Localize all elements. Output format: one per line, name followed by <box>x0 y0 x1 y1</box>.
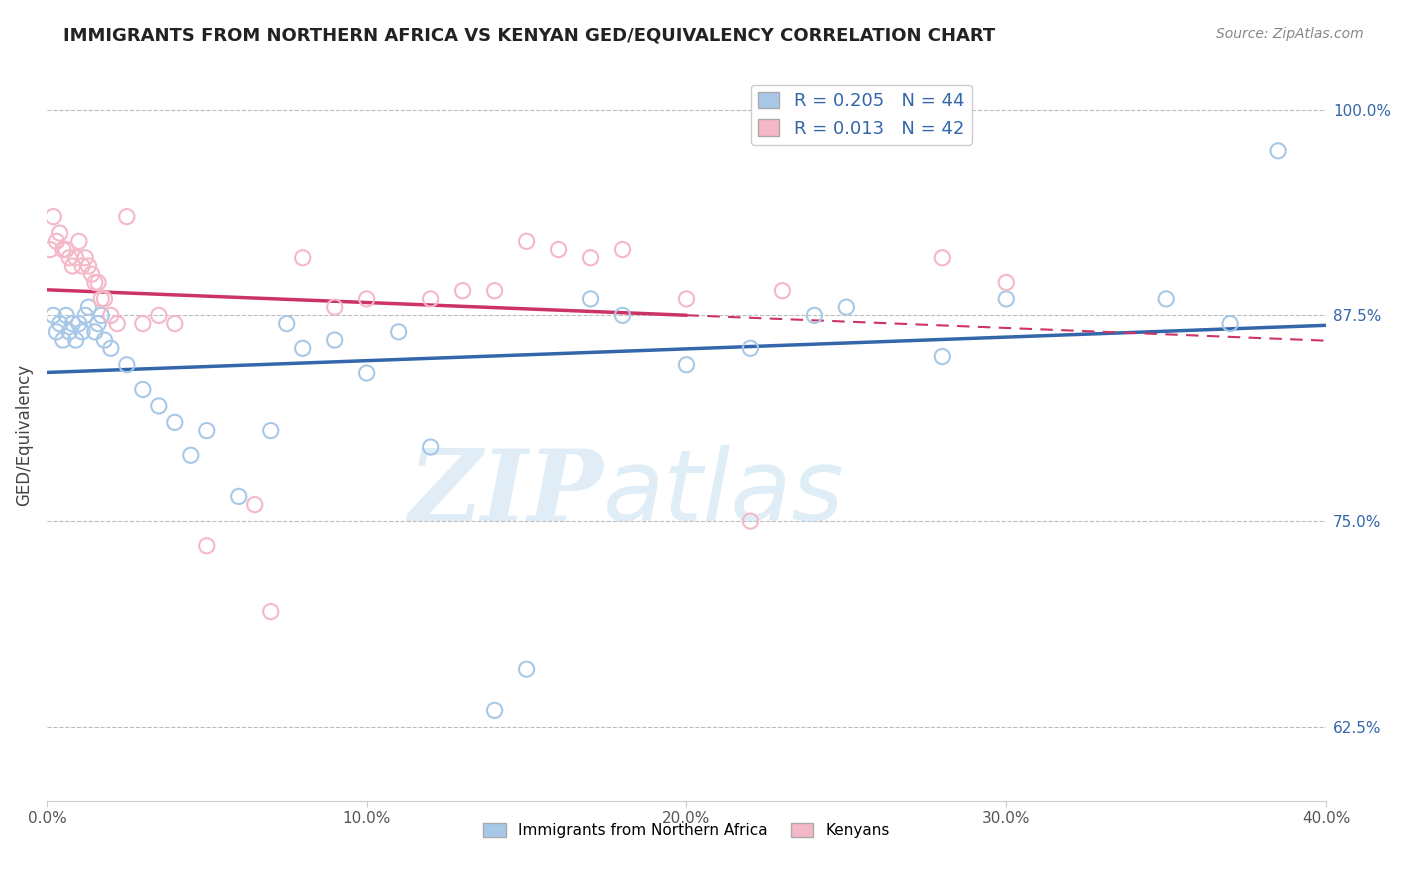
Point <box>93 333 115 347</box>
Point <box>356 292 378 306</box>
Point <box>100 309 122 323</box>
Point <box>1154 292 1177 306</box>
Point <box>70 259 93 273</box>
Point <box>75 309 97 323</box>
Point <box>83 276 105 290</box>
Legend: Immigrants from Northern Africa, Kenyans: Immigrants from Northern Africa, Kenyans <box>477 817 896 845</box>
Point <box>62 259 84 273</box>
Point <box>62 317 84 331</box>
Point <box>77 259 100 273</box>
Point <box>48 317 70 331</box>
Point <box>931 251 953 265</box>
Point <box>42 309 65 323</box>
Point <box>1219 317 1241 331</box>
Point <box>52 333 75 347</box>
Point <box>132 383 155 397</box>
Point <box>995 276 1018 290</box>
Point <box>579 292 602 306</box>
Point <box>90 292 112 306</box>
Point <box>55 243 77 257</box>
Point <box>42 210 65 224</box>
Point <box>115 210 138 224</box>
Point <box>67 235 90 249</box>
Point <box>228 490 250 504</box>
Point <box>77 300 100 314</box>
Point <box>80 267 103 281</box>
Point <box>45 235 67 249</box>
Point <box>70 325 93 339</box>
Point <box>612 309 634 323</box>
Point <box>612 243 634 257</box>
Point <box>87 317 110 331</box>
Point <box>931 350 953 364</box>
Point <box>195 539 218 553</box>
Point <box>835 300 858 314</box>
Point <box>148 309 170 323</box>
Point <box>260 424 283 438</box>
Point <box>148 399 170 413</box>
Text: ZIP: ZIP <box>408 445 603 541</box>
Point <box>323 300 346 314</box>
Text: IMMIGRANTS FROM NORTHERN AFRICA VS KENYAN GED/EQUIVALENCY CORRELATION CHART: IMMIGRANTS FROM NORTHERN AFRICA VS KENYA… <box>63 27 995 45</box>
Point <box>132 317 155 331</box>
Point <box>105 317 128 331</box>
Point <box>740 341 762 355</box>
Point <box>770 284 793 298</box>
Point <box>276 317 298 331</box>
Point <box>180 448 202 462</box>
Point <box>55 309 77 323</box>
Y-axis label: GED/Equivalency: GED/Equivalency <box>15 364 32 506</box>
Point <box>484 703 506 717</box>
Point <box>195 424 218 438</box>
Point <box>243 498 266 512</box>
Point <box>547 243 569 257</box>
Point <box>1267 144 1289 158</box>
Point <box>451 284 474 298</box>
Point <box>260 605 283 619</box>
Point <box>419 440 441 454</box>
Point <box>516 235 538 249</box>
Point <box>388 325 411 339</box>
Point <box>356 366 378 380</box>
Point <box>65 251 87 265</box>
Point <box>803 309 825 323</box>
Point <box>48 226 70 240</box>
Point <box>579 251 602 265</box>
Text: atlas: atlas <box>603 445 845 541</box>
Point <box>419 292 441 306</box>
Point <box>995 292 1018 306</box>
Point <box>484 284 506 298</box>
Point <box>58 251 80 265</box>
Point <box>45 325 67 339</box>
Point <box>115 358 138 372</box>
Point <box>291 341 314 355</box>
Point <box>163 415 186 429</box>
Point <box>516 662 538 676</box>
Point <box>90 309 112 323</box>
Point <box>52 243 75 257</box>
Point <box>323 333 346 347</box>
Point <box>58 325 80 339</box>
Point <box>675 292 697 306</box>
Point <box>65 333 87 347</box>
Text: Source: ZipAtlas.com: Source: ZipAtlas.com <box>1216 27 1364 41</box>
Point <box>39 243 62 257</box>
Point <box>163 317 186 331</box>
Point <box>87 276 110 290</box>
Point <box>75 251 97 265</box>
Point <box>291 251 314 265</box>
Point <box>67 317 90 331</box>
Point <box>83 325 105 339</box>
Point <box>740 514 762 528</box>
Point <box>93 292 115 306</box>
Point <box>100 341 122 355</box>
Point <box>675 358 697 372</box>
